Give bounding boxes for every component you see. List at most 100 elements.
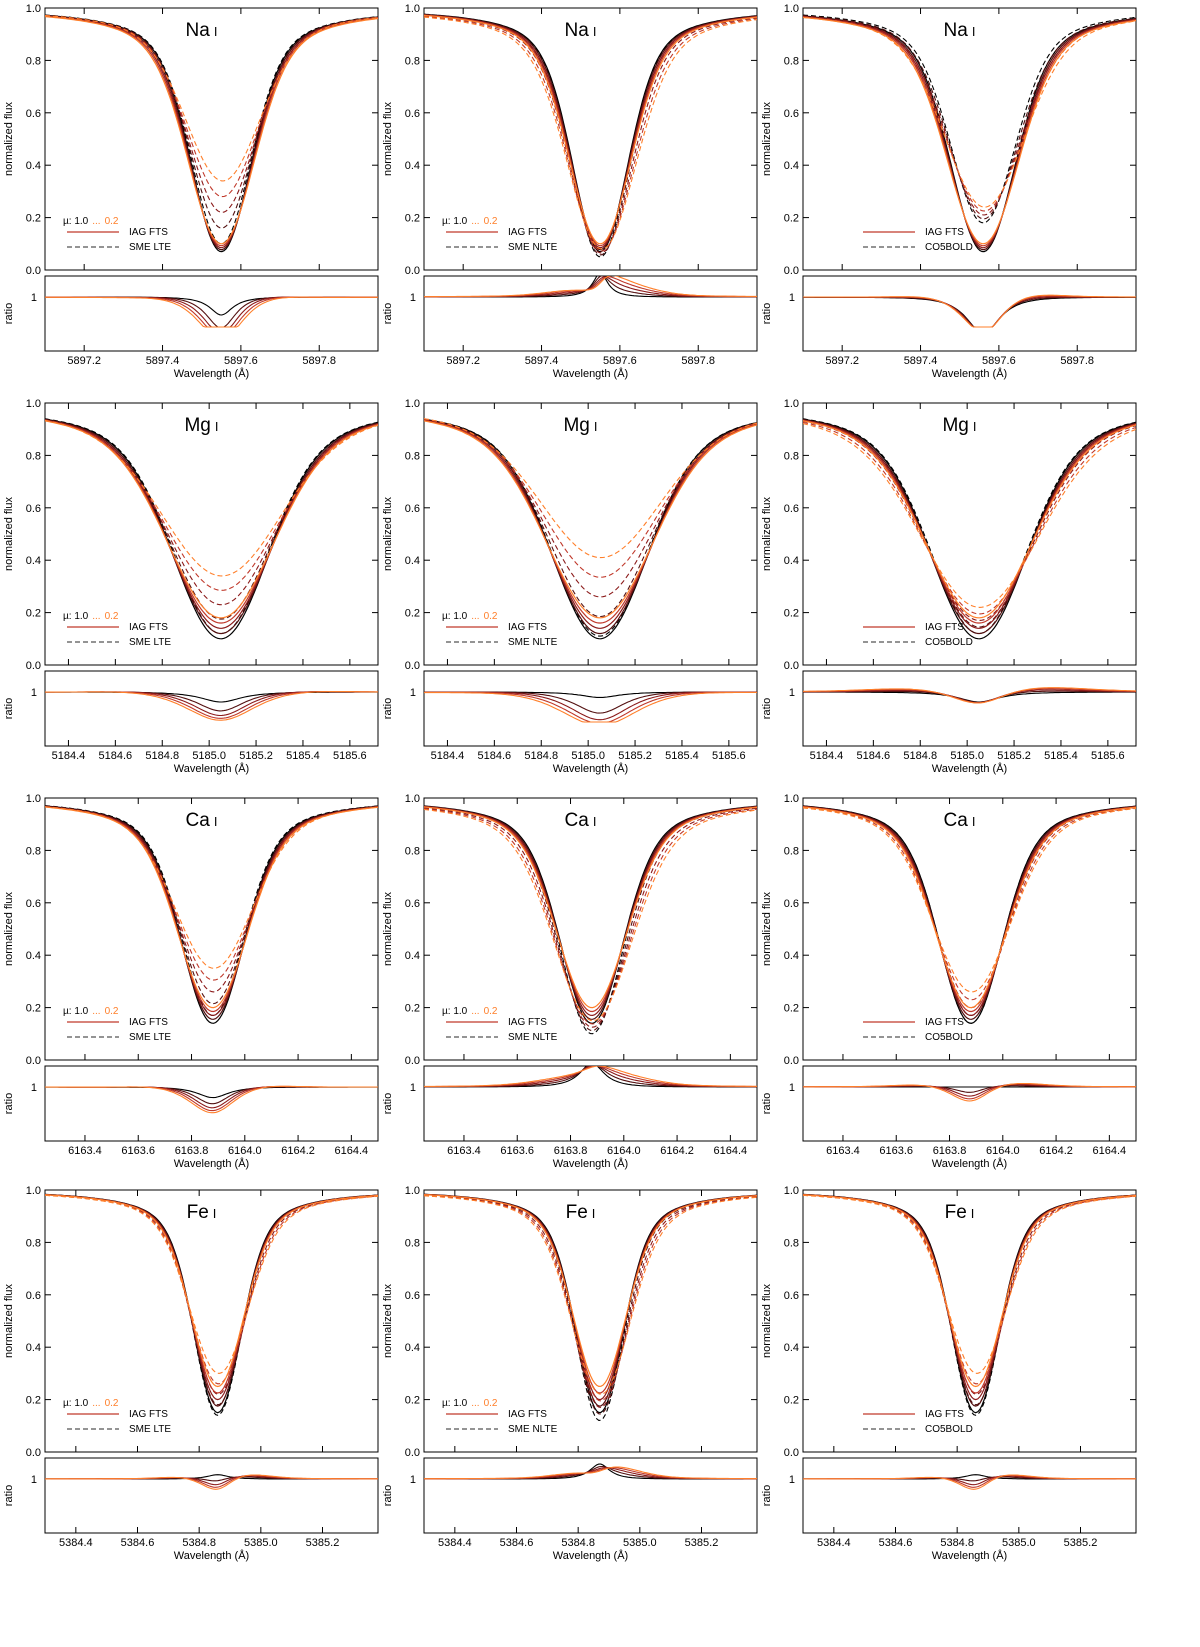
x-tick-label: 6164.2 — [660, 1145, 694, 1157]
x-tick-label: 5897.6 — [982, 355, 1016, 367]
ratio-axis-label: ratio — [761, 698, 773, 719]
y-tick-label: 1.0 — [26, 3, 41, 15]
observed-line-mu-0 — [45, 418, 378, 640]
ratio-lines — [424, 276, 757, 298]
x-tick-label: 6164.0 — [607, 1145, 641, 1157]
ratio-lines — [424, 1066, 757, 1088]
model-line-mu-4 — [45, 419, 378, 577]
legend-observed-label: IAG FTS — [925, 1409, 964, 1420]
y-tick-label: 0.2 — [784, 213, 799, 225]
ratio-line-mu-1 — [45, 296, 378, 328]
x-tick-label: 6164.0 — [986, 1145, 1020, 1157]
observed-line-mu-3 — [803, 16, 1136, 247]
y-axis-label: normalized flux — [3, 497, 15, 571]
observed-line-mu-3 — [424, 1194, 757, 1394]
x-tick-label: 6163.8 — [554, 1145, 588, 1157]
y-tick-label: 0.4 — [784, 950, 799, 962]
ratio-axis-label: ratio — [761, 1093, 773, 1114]
model-line-mu-3 — [803, 1194, 1136, 1385]
y-tick-label: 0.8 — [784, 55, 799, 67]
ratio-axis-label: ratio — [3, 1485, 15, 1506]
ratio-tick-label: 1 — [410, 1082, 416, 1094]
y-tick-label: 0.6 — [784, 1290, 799, 1302]
ratio-tick-label: 1 — [31, 687, 37, 699]
x-axis-label: Wavelength (Å) — [553, 762, 628, 775]
model-line-mu-4 — [424, 1195, 757, 1395]
y-tick-label: 0.0 — [405, 1447, 420, 1459]
y-tick-label: 0.4 — [26, 950, 41, 962]
legend-model-label: SME LTE — [129, 242, 171, 253]
observed-line-mu-1 — [803, 1193, 1136, 1407]
spectra-lines — [424, 418, 757, 640]
ratio-frame — [44, 1457, 379, 1534]
x-tick-label: 6164.4 — [335, 1145, 369, 1157]
ratio-tick-label: 1 — [31, 1082, 37, 1094]
ratio-frame — [423, 275, 758, 352]
ratio-frame — [802, 1457, 1137, 1534]
y-tick-label: 1.0 — [405, 398, 420, 410]
ratio-line-mu-4 — [45, 296, 378, 328]
x-axis-label: Wavelength (Å) — [932, 1549, 1007, 1562]
x-tick-label: 5185.6 — [1091, 750, 1125, 762]
x-tick-label: 6164.2 — [281, 1145, 315, 1157]
y-tick-label: 0.6 — [405, 1290, 420, 1302]
x-tick-label: 5897.2 — [825, 355, 859, 367]
model-line-mu-3 — [803, 16, 1136, 212]
x-tick-label: 5384.8 — [182, 1537, 216, 1549]
model-line-mu-3 — [45, 14, 378, 198]
y-tick-label: 0.0 — [26, 265, 41, 277]
observed-line-mu-4 — [803, 420, 1136, 619]
y-tick-label: 0.4 — [26, 160, 41, 172]
ratio-line-mu-3 — [45, 1085, 378, 1112]
ratio-line-mu-0 — [45, 691, 378, 703]
x-tick-label: 6164.4 — [714, 1145, 748, 1157]
ratio-axis-label: ratio — [382, 1093, 394, 1114]
ratio-line-mu-1 — [424, 691, 757, 714]
ratio-line-mu-4 — [424, 691, 757, 723]
y-tick-label: 0.4 — [405, 555, 420, 567]
y-tick-label: 0.6 — [784, 108, 799, 120]
plot-frame — [802, 797, 1137, 1061]
ratio-line-mu-4 — [803, 294, 1136, 328]
ratio-line-mu-4 — [45, 1474, 378, 1490]
y-tick-label: 0.0 — [784, 265, 799, 277]
ratio-axis-label: ratio — [382, 303, 394, 324]
observed-line-mu-4 — [45, 16, 378, 245]
panel-title: Mg I — [942, 415, 976, 436]
model-line-mu-3 — [803, 421, 1136, 615]
panel-title: Mg I — [563, 415, 597, 436]
y-tick-label: 0.8 — [784, 845, 799, 857]
plot-frame — [44, 1189, 379, 1453]
ratio-line-mu-2 — [45, 691, 378, 717]
observed-line-mu-1 — [803, 805, 1136, 1020]
ratio-axis-label: ratio — [761, 303, 773, 324]
x-tick-label: 5384.4 — [59, 1537, 93, 1549]
observed-line-mu-3 — [45, 15, 378, 247]
y-tick-label: 0.2 — [784, 1003, 799, 1015]
y-axis-label: normalized flux — [761, 892, 773, 966]
observed-line-mu-4 — [424, 420, 757, 619]
ratio-line-mu-3 — [45, 1474, 378, 1488]
legend-model-label: CO5BOLD — [925, 1032, 973, 1043]
y-tick-label: 0.0 — [784, 1055, 799, 1067]
observed-line-mu-1 — [45, 15, 378, 251]
plot-frame — [423, 797, 758, 1061]
observed-line-mu-0 — [424, 805, 757, 1024]
ratio-line-mu-0 — [45, 1086, 378, 1099]
ratio-line-mu-0 — [424, 276, 757, 298]
model-line-mu-4 — [45, 806, 378, 969]
ratio-lines — [45, 1474, 378, 1490]
y-axis-label: normalized flux — [761, 1284, 773, 1358]
x-axis-label: Wavelength (Å) — [553, 1157, 628, 1170]
observed-line-mu-2 — [45, 805, 378, 1017]
observed-line-mu-4 — [803, 806, 1136, 1009]
legend-model-label: SME NLTE — [508, 1032, 558, 1043]
observed-line-mu-3 — [45, 419, 378, 624]
x-tick-label: 5897.2 — [67, 355, 101, 367]
panel-title: Fe I — [187, 1202, 217, 1223]
model-line-mu-4 — [803, 1194, 1136, 1374]
model-line-mu-2 — [803, 1194, 1136, 1395]
model-line-mu-0 — [803, 418, 1136, 635]
ratio-lines — [45, 690, 378, 721]
x-tick-label: 5897.8 — [1060, 355, 1094, 367]
